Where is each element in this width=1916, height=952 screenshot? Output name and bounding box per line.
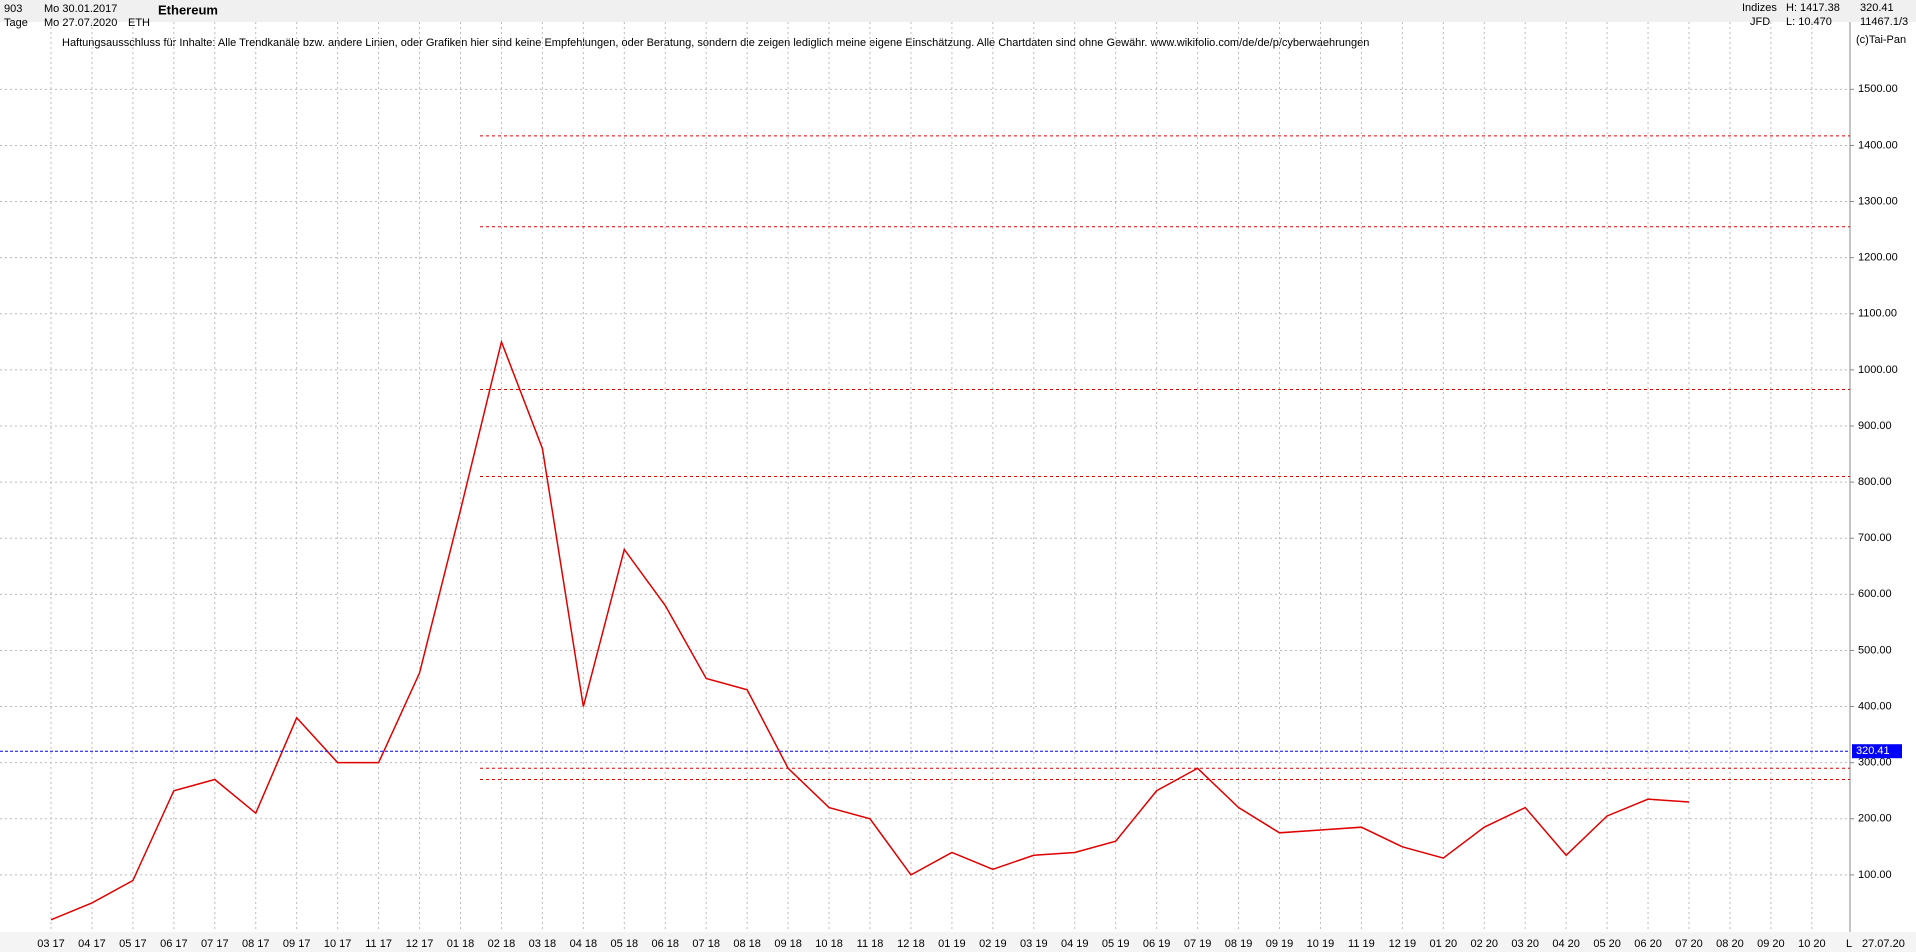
x-tick-label: 12 18 [897,938,925,950]
x-tick-label: 06 19 [1143,938,1171,950]
x-tick-label: 07 17 [201,938,229,950]
x-tick-label: 04 19 [1061,938,1089,950]
x-tick-label: 10 19 [1307,938,1335,950]
y-tick-label: 300.00 [1858,757,1892,769]
x-tick-label: 05 19 [1102,938,1130,950]
x-tick-label: 03 20 [1511,938,1539,950]
x-tick-label: 09 18 [774,938,802,950]
x-tick-label: 01 19 [938,938,966,950]
broker: JFD [1750,16,1770,28]
to-date: Mo 27.07.2020 [44,17,117,29]
x-tick-label: 07 19 [1184,938,1212,950]
x-tick-label: 07 20 [1675,938,1703,950]
unit: Tage [4,17,28,29]
x-tick-label: 04 20 [1552,938,1580,950]
count: 11467.1/3 [1860,16,1908,28]
scale-mode: L [1846,938,1852,950]
x-tick-label: 05 20 [1593,938,1621,950]
x-tick-label: 02 18 [488,938,516,950]
y-tick-label: 600.00 [1858,588,1892,600]
x-tick-label: 04 18 [570,938,598,950]
y-tick-label: 500.00 [1858,644,1892,656]
last-price-box [1852,744,1902,759]
x-tick-label: 10 20 [1798,938,1826,950]
group: Indizes [1742,2,1777,14]
x-axis-band [0,932,1916,952]
period: 903 [4,3,22,15]
y-tick-label: 200.00 [1858,813,1892,825]
x-tick-label: 06 17 [160,938,188,950]
y-tick-label: 900.00 [1858,420,1892,432]
copyright: (c)Tai-Pan [1856,34,1906,46]
x-tick-label: 01 18 [447,938,475,950]
symbol: ETH [128,17,150,29]
high: H: 1417.38 [1786,2,1840,14]
x-tick-label: 03 17 [37,938,65,950]
x-tick-label: 12 19 [1389,938,1417,950]
last: 320.41 [1860,2,1894,14]
y-tick-label: 400.00 [1858,700,1892,712]
x-tick-label: 11 18 [857,938,884,950]
x-tick-label: 05 17 [119,938,147,950]
x-tick-label: 11 17 [365,938,392,950]
y-tick-label: 1400.00 [1858,139,1898,151]
x-tick-label: 04 17 [78,938,106,950]
y-tick-label: 1200.00 [1858,252,1898,264]
x-tick-label: 07 18 [692,938,720,950]
from-date: Mo 30.01.2017 [44,3,117,15]
x-tick-label: 03 18 [529,938,557,950]
x-tick-label: 06 20 [1634,938,1662,950]
x-tick-label: 12 17 [406,938,434,950]
x-tick-label: 05 18 [611,938,639,950]
price-line [50,339,1690,921]
y-tick-label: 700.00 [1858,532,1892,544]
x-tick-label: 08 19 [1225,938,1253,950]
x-tick-label: 02 19 [979,938,1007,950]
x-tick-label: 08 20 [1716,938,1744,950]
y-tick-label: 1100.00 [1858,308,1897,320]
x-tick-label: 02 20 [1470,938,1498,950]
chart-title: Ethereum [158,2,218,17]
y-tick-label: 100.00 [1858,869,1892,881]
x-tick-label: 08 17 [242,938,270,950]
header-bar [0,0,1916,22]
x-tick-label: 06 18 [651,938,679,950]
x-tick-label: 09 20 [1757,938,1785,950]
last-price-label: 320.41 [1856,745,1890,757]
y-tick-label: 800.00 [1858,476,1892,488]
disclaimer: Haftungsausschluss für Inhalte: Alle Tre… [62,37,1369,49]
y-tick-label: 1300.00 [1858,195,1898,207]
low: L: 10.470 [1786,16,1832,28]
date: 27.07.20 [1862,938,1905,950]
x-tick-label: 10 17 [324,938,352,950]
y-tick-label: 1000.00 [1858,364,1898,376]
x-tick-label: 09 19 [1266,938,1294,950]
x-tick-label: 03 19 [1020,938,1048,950]
x-tick-label: 10 18 [815,938,843,950]
x-tick-label: 01 20 [1430,938,1458,950]
x-tick-label: 08 18 [733,938,761,950]
x-tick-label: 11 19 [1348,938,1375,950]
x-tick-label: 09 17 [283,938,311,950]
y-tick-label: 1500.00 [1858,83,1898,95]
